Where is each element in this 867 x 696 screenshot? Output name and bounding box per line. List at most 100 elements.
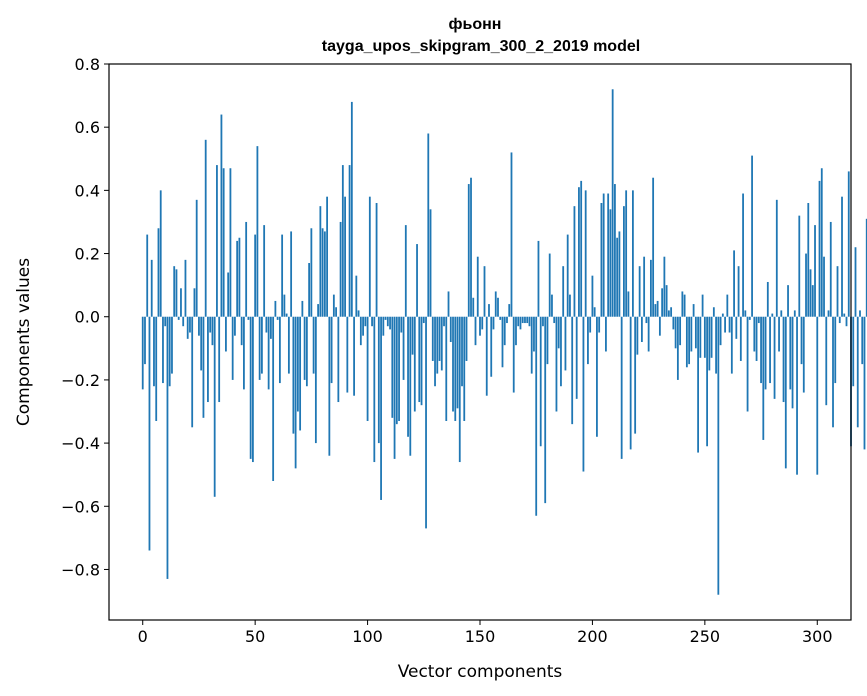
bar: [292, 317, 294, 434]
bar: [373, 317, 375, 462]
bar: [632, 190, 634, 316]
bar: [306, 317, 308, 387]
bar: [780, 310, 782, 316]
bar: [585, 190, 587, 316]
bar: [223, 168, 225, 316]
bar: [452, 317, 454, 412]
bar: [335, 307, 337, 316]
bar: [486, 317, 488, 396]
bar: [643, 257, 645, 317]
bar: [610, 209, 612, 316]
bar: [504, 317, 506, 345]
bar: [749, 317, 751, 320]
bar: [830, 222, 832, 317]
bar: [477, 257, 479, 317]
bar: [286, 314, 288, 317]
bar: [454, 317, 456, 421]
bar: [362, 317, 364, 336]
bar: [164, 317, 166, 326]
bar: [819, 181, 821, 317]
bar: [540, 317, 542, 447]
x-axis-label: Vector components: [398, 662, 563, 682]
bar: [182, 317, 184, 326]
bar: [432, 317, 434, 361]
bar: [155, 317, 157, 421]
bar: [803, 317, 805, 393]
bar: [583, 317, 585, 472]
bar: [274, 301, 276, 317]
bar: [459, 317, 461, 462]
bar: [652, 178, 654, 317]
bar: [708, 317, 710, 371]
bar: [360, 317, 362, 345]
bar: [670, 307, 672, 316]
x-tick-label: 250: [690, 627, 721, 646]
bar: [580, 181, 582, 317]
bar: [855, 247, 857, 316]
bar: [351, 102, 353, 317]
bar: [857, 317, 859, 428]
y-tick-label: 0.0: [75, 308, 100, 327]
y-tick-label: −0.6: [61, 497, 100, 516]
bar: [529, 317, 531, 326]
bar: [349, 165, 351, 317]
bar: [425, 317, 427, 529]
bar: [706, 317, 708, 447]
bar: [259, 317, 261, 380]
bar: [787, 285, 789, 317]
bar: [277, 317, 279, 320]
bar: [394, 317, 396, 459]
bar: [837, 266, 839, 317]
bar: [574, 206, 576, 317]
bar: [279, 317, 281, 383]
bar: [614, 184, 616, 317]
bar: [369, 197, 371, 317]
y-tick-label: 0.2: [75, 245, 100, 264]
bar: [513, 317, 515, 393]
bar: [848, 171, 850, 316]
bar: [560, 317, 562, 387]
bar: [760, 317, 762, 383]
bar: [697, 317, 699, 453]
y-tick-label: 0.4: [75, 181, 100, 200]
bar: [805, 254, 807, 317]
x-axis: 0 50 100 150 200 250 300: [138, 620, 833, 646]
bar: [342, 165, 344, 317]
bar: [576, 317, 578, 399]
bar: [328, 317, 330, 456]
bar: [801, 317, 803, 364]
bar: [171, 317, 173, 374]
bar: [544, 317, 546, 503]
bar: [625, 190, 627, 316]
bar: [578, 187, 580, 317]
bar: [810, 269, 812, 316]
bar: [616, 238, 618, 317]
bar: [385, 317, 387, 320]
bar: [364, 317, 366, 326]
bar: [466, 317, 468, 361]
bar: [189, 317, 191, 333]
bar: [753, 317, 755, 352]
bar: [301, 301, 303, 317]
bar: [355, 276, 357, 317]
bar: [162, 317, 164, 383]
bar: [601, 203, 603, 317]
bar: [232, 317, 234, 380]
bar: [403, 317, 405, 380]
bar: [634, 317, 636, 434]
bar: [254, 235, 256, 317]
bar: [299, 317, 301, 431]
bar: [398, 317, 400, 421]
bar: [735, 317, 737, 339]
bar: [717, 317, 719, 595]
bar: [176, 269, 178, 316]
bar: [733, 250, 735, 316]
bar: [794, 310, 796, 316]
bar: [699, 317, 701, 358]
bar: [695, 317, 697, 349]
bar: [263, 225, 265, 317]
bar: [533, 317, 535, 352]
bar: [185, 260, 187, 317]
bar: [502, 317, 504, 368]
bar: [212, 317, 214, 345]
